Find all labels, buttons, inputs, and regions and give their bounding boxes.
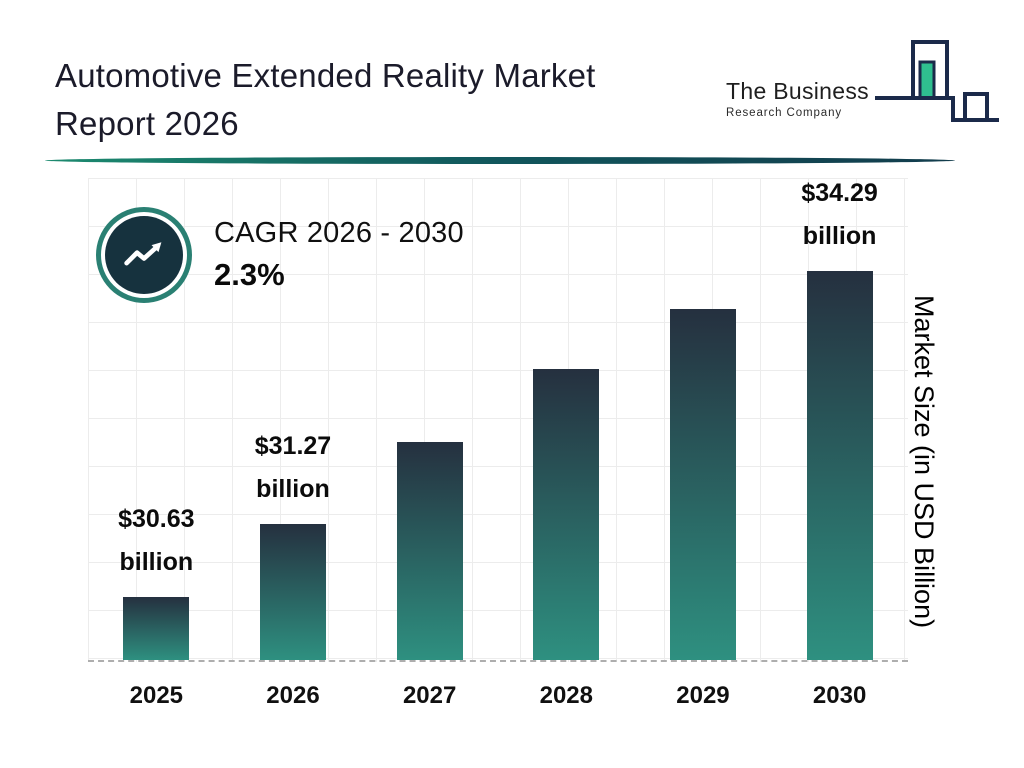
bar-value-label-2026: $31.27 billion: [254, 431, 332, 504]
x-axis-label-2025: 2025: [129, 682, 184, 709]
trending-up-icon-circle: [105, 216, 183, 294]
cagr-badge: CAGR 2026 - 2030 2.3%: [96, 207, 464, 303]
page-title-line1: Automotive Extended Reality Market: [55, 57, 596, 94]
x-axis-label-2030: 2030: [812, 682, 867, 709]
y-axis-title: Market Size (in USD Billion): [909, 295, 939, 629]
cagr-label: CAGR 2026 - 2030: [214, 217, 464, 249]
bar-chart-plot-area: $30.63 billion $31.27 billion $34.29 billion: [88, 178, 908, 662]
bar-2028: [533, 369, 600, 660]
bar-column-2029: [635, 309, 771, 660]
bar-value-label-2025: $30.63 billion: [118, 504, 195, 577]
bar-2025: [123, 597, 190, 660]
cagr-text: CAGR 2026 - 2030 2.3%: [214, 217, 464, 293]
x-axis-label-2029: 2029: [676, 682, 730, 709]
bar-chart-logo-icon: [874, 40, 999, 122]
x-axis-label-2026: 2026: [266, 682, 320, 709]
bar-2027: [396, 442, 463, 660]
page-title-line2: Report 2026: [55, 104, 239, 142]
page-title: Automotive Extended Reality Market Repor…: [55, 52, 596, 148]
bar-2026: [259, 524, 326, 660]
company-subtitle: Research Company: [726, 106, 843, 119]
x-axis-label-2028: 2028: [539, 682, 593, 709]
bar-2030: [806, 271, 873, 660]
x-axis-label-2027: 2027: [402, 682, 457, 709]
trending-up-icon: [96, 207, 192, 303]
company-logo-text: The Business Research Company: [726, 78, 869, 119]
bar-column-2030: $34.29 billion: [772, 172, 908, 660]
bars-row: $30.63 billion $31.27 billion $34.29 billion: [88, 178, 908, 660]
bar-column-2027: [362, 442, 498, 660]
bar-2029: [669, 309, 736, 660]
bar-column-2028: [498, 369, 634, 660]
company-logo: The Business Research Company: [726, 40, 1001, 134]
bar-value-label-2030: $34.29 billion: [801, 178, 878, 251]
cagr-value: 2.3%: [214, 257, 285, 292]
x-axis-labels: 2025 2026 2027 2028 2029 2030: [88, 682, 908, 710]
header-divider: [45, 157, 955, 164]
bar-column-2025: $30.63 billion: [88, 498, 224, 660]
bar-column-2026: $31.27 billion: [225, 425, 361, 660]
company-name: The Business: [726, 77, 869, 104]
